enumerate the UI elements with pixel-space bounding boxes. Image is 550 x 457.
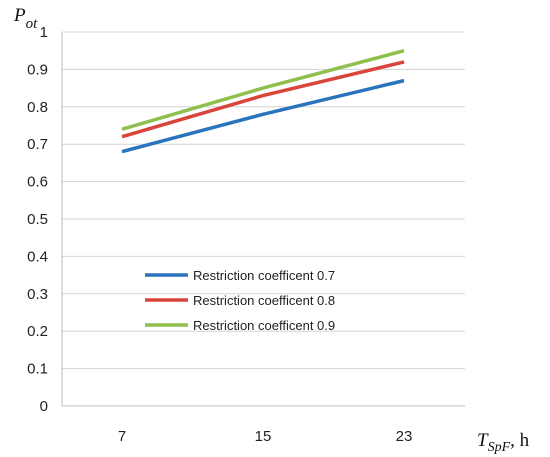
y-tick-label: 1 — [40, 24, 48, 41]
x-axis-label-suffix: , h — [510, 430, 530, 451]
x-axis-label-main: T — [477, 430, 489, 451]
x-tick-label: 23 — [396, 428, 413, 445]
series-lines — [121, 49, 405, 154]
y-axis-label-sub: ot — [26, 16, 39, 32]
legend-item: Restriction coefficent 0.9 — [145, 318, 335, 333]
y-tick-label: 0.1 — [27, 361, 48, 378]
y-tick-label: 0.8 — [27, 99, 48, 116]
legend-label: Restriction coefficent 0.7 — [193, 268, 335, 283]
series-line — [121, 78, 405, 154]
y-tick-label: 0.7 — [27, 136, 48, 153]
y-tick-label: 0 — [40, 398, 48, 415]
y-tick-label: 0.2 — [27, 323, 48, 340]
y-tick-label: 0.5 — [27, 211, 48, 228]
x-tick-labels: 7 15 23 — [118, 428, 413, 445]
y-tick-label: 0.4 — [27, 248, 48, 265]
x-axis-label-sub: SpF — [488, 440, 511, 455]
legend-item: Restriction coefficent 0.7 — [145, 268, 335, 283]
legend-label: Restriction coefficent 0.8 — [193, 293, 335, 308]
y-tick-label: 0.6 — [27, 174, 48, 191]
y-axis-label-main: P — [13, 5, 26, 26]
x-tick-label: 7 — [118, 428, 126, 445]
series-line — [121, 49, 405, 131]
legend: Restriction coefficent 0.7 Restriction co… — [145, 268, 335, 333]
legend-label: Restriction coefficent 0.9 — [193, 318, 335, 333]
axes — [61, 32, 465, 407]
x-axis-label: TSpF, h — [477, 430, 530, 455]
y-tick-label: 0.9 — [27, 61, 48, 78]
x-tick-label: 15 — [255, 428, 272, 445]
y-tick-label: 0.3 — [27, 286, 48, 303]
legend-item: Restriction coefficent 0.8 — [145, 293, 335, 308]
y-tick-labels: 0 0.1 0.2 0.3 0.4 0.5 0.6 0.7 0.8 0.9 1 — [27, 24, 48, 415]
series-line — [121, 60, 405, 139]
grid-lines — [62, 31, 465, 370]
y-axis-label: Pot — [13, 5, 38, 32]
